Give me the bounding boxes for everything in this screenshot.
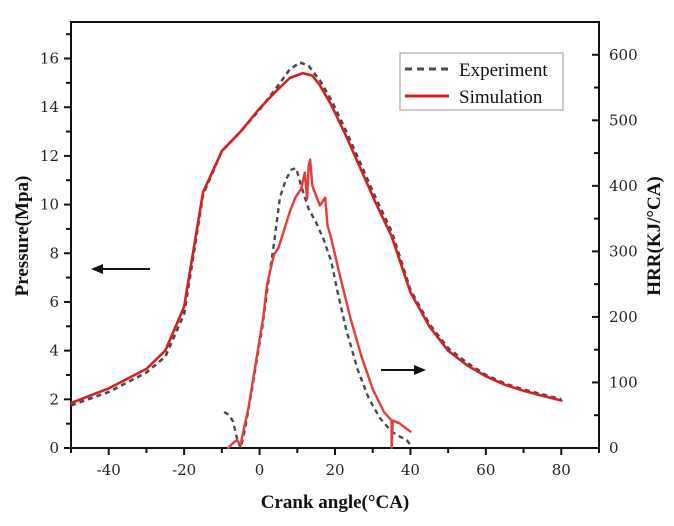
x-tick-label: 40 — [401, 461, 420, 479]
y-tick-label: 16 — [40, 50, 59, 68]
simulation-pressure-line — [69, 71, 563, 405]
arrow-left-head — [91, 264, 103, 274]
y-tick-label: 12 — [40, 147, 59, 165]
y2-tick-label: 0 — [609, 439, 619, 457]
y-tick-label: 0 — [49, 439, 59, 457]
x-tick-label: 20 — [325, 461, 344, 479]
y-tick-label: 10 — [40, 196, 59, 214]
experiment-pressure-line — [70, 61, 562, 407]
y-tick-label: 8 — [49, 244, 59, 262]
y2-tick-label: 400 — [609, 177, 638, 195]
y2-tick-label: 300 — [609, 242, 638, 260]
annotations — [91, 264, 426, 375]
y-tick-label: 4 — [49, 342, 59, 360]
y2-tick-label: 500 — [609, 111, 638, 129]
arrow-right-head — [414, 365, 426, 375]
experiment-hrr-line — [223, 166, 412, 450]
x-tick-label: 80 — [552, 461, 571, 479]
x-tick-label: 0 — [255, 461, 265, 479]
y2-tick-label: 100 — [609, 373, 638, 391]
x-axis-title: Crank angle(°CA) — [261, 492, 410, 513]
y-tick-label: 14 — [40, 98, 59, 116]
simulation-hrr-line — [227, 158, 412, 450]
x-tick-label: -40 — [97, 461, 121, 479]
x-tick-label: -20 — [172, 461, 196, 479]
x-tick-label: 60 — [476, 461, 495, 479]
legend-box — [399, 52, 564, 111]
y2-tick-label: 200 — [609, 308, 638, 326]
series-layer — [69, 61, 563, 450]
y-tick-label: 2 — [49, 390, 59, 408]
y-axis-title: Pressure(Mpa) — [12, 176, 33, 297]
y-tick-label: 6 — [49, 293, 59, 311]
axes: -40 -20 0 20 40 60 80 0 2 4 6 8 10 12 14 16 0 100 200 300 40… — [40, 21, 638, 479]
legend-label-experiment: Experiment — [459, 60, 548, 81]
y2-axis-title: HRR(KJ/°CA) — [644, 176, 665, 295]
y2-tick-label: 600 — [609, 46, 638, 64]
legend: Experiment Simulation — [399, 52, 564, 111]
legend-label-simulation: Simulation — [459, 87, 543, 108]
